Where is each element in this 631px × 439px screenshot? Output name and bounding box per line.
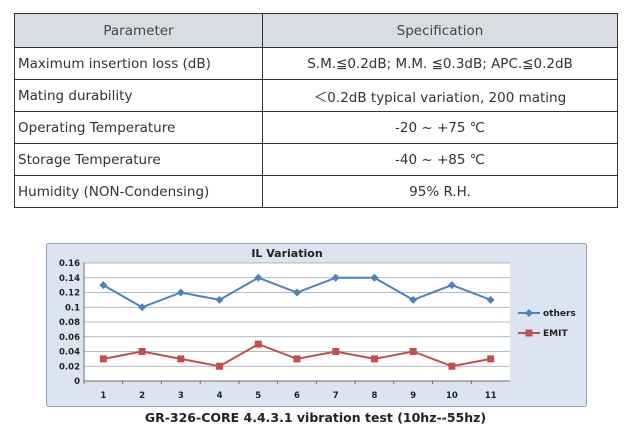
legend-marker (525, 329, 533, 337)
data-point (370, 273, 379, 282)
legend-label: EMIT (543, 329, 568, 339)
y-tick-label: 0 (74, 377, 80, 387)
legend-item-others: others (518, 309, 576, 319)
cell-specification: ＜0.2dB typical variation, 200 mating (262, 79, 618, 112)
x-tick-label: 11 (485, 391, 497, 401)
table-row: Storage Temperature -40 ~ +85 ℃ (14, 143, 618, 176)
y-tick-label: 0.08 (59, 318, 80, 328)
spec-table: Parameter Specification Maximum insertio… (14, 13, 618, 208)
y-tick-label: 0.02 (59, 362, 80, 372)
y-tick-label: 0.1 (65, 303, 80, 313)
data-point (448, 362, 456, 370)
x-tick-label: 7 (333, 391, 339, 401)
y-tick-label: 0.16 (59, 259, 80, 269)
y-tick-label: 0.14 (59, 274, 80, 284)
x-tick-label: 3 (178, 391, 184, 401)
data-point (99, 355, 107, 363)
data-point (370, 355, 378, 363)
cell-specification: 95% R.H. (262, 175, 618, 208)
legend-marker (525, 309, 533, 317)
data-point (176, 288, 185, 297)
data-point (215, 295, 224, 304)
chart-svg: 0 0.02 0.04 0.06 0.08 0.1 0.12 0.14 0.16 1 2 3 4 5 6 7 8… (46, 243, 587, 407)
data-point (99, 281, 108, 290)
table-row: Humidity (NON-Condensing) 95% R.H. (14, 175, 618, 208)
data-point (293, 288, 301, 297)
y-tick-label: 0.04 (59, 348, 80, 358)
series-emit (99, 340, 495, 370)
cell-parameter: Storage Temperature (14, 143, 263, 176)
legend-item-emit: EMIT (518, 329, 568, 339)
legend: others EMIT (518, 309, 576, 339)
x-tick-label: 2 (139, 391, 145, 401)
data-point (409, 348, 417, 355)
table-header-row: Parameter Specification (14, 13, 618, 48)
chart-title: IL Variation (251, 247, 322, 260)
cell-specification: S.M.≦0.2dB; M.M. ≦0.3dB; APC.≦0.2dB (262, 47, 618, 80)
data-point (177, 355, 185, 363)
data-point (487, 355, 495, 363)
legend-label: others (543, 309, 576, 319)
y-tick-label: 0.06 (59, 333, 80, 343)
x-tick-label: 8 (371, 391, 377, 401)
data-point (138, 303, 147, 312)
data-point (293, 355, 301, 363)
y-tick-label: 0.12 (59, 289, 80, 299)
il-variation-chart: 0 0.02 0.04 0.06 0.08 0.1 0.12 0.14 0.16 1 2 3 4 5 6 7 8… (46, 243, 587, 407)
cell-parameter: Operating Temperature (14, 111, 263, 144)
x-tick-label: 9 (410, 391, 416, 401)
table-row: Maximum insertion loss (dB) S.M.≦0.2dB; … (14, 47, 618, 80)
series-others (99, 273, 495, 312)
table-row: Mating durability ＜0.2dB typical variati… (14, 79, 618, 112)
header-parameter: Parameter (14, 13, 263, 48)
data-point (409, 295, 418, 304)
header-specification: Specification (262, 13, 618, 48)
x-tick-label: 6 (294, 391, 300, 401)
cell-parameter: Maximum insertion loss (dB) (14, 47, 263, 80)
x-tick-label: 1 (100, 391, 106, 401)
x-tick-label: 5 (255, 391, 261, 401)
series (99, 273, 495, 370)
x-tick-label: 4 (217, 391, 223, 401)
data-point (331, 273, 340, 282)
table-row: Operating Temperature -20 ~ +75 ℃ (14, 111, 618, 144)
cell-specification: -20 ~ +75 ℃ (262, 111, 618, 144)
chart-caption: GR-326-CORE 4.4.3.1 vibration test (10hz… (144, 410, 487, 425)
data-point (332, 348, 340, 355)
cell-specification: -40 ~ +85 ℃ (262, 143, 618, 176)
cell-parameter: Mating durability (14, 79, 263, 112)
cell-parameter: Humidity (NON-Condensing) (14, 175, 263, 208)
data-point (447, 281, 456, 290)
data-point (254, 340, 262, 348)
data-point (216, 362, 224, 370)
grid-lines (84, 262, 510, 367)
x-tick-label: 10 (446, 391, 458, 401)
axes: 0 0.02 0.04 0.06 0.08 0.1 0.12 0.14 0.16 1 2 3 4 5 6 7 8… (59, 259, 510, 401)
data-point (486, 295, 495, 304)
data-point (138, 348, 146, 355)
